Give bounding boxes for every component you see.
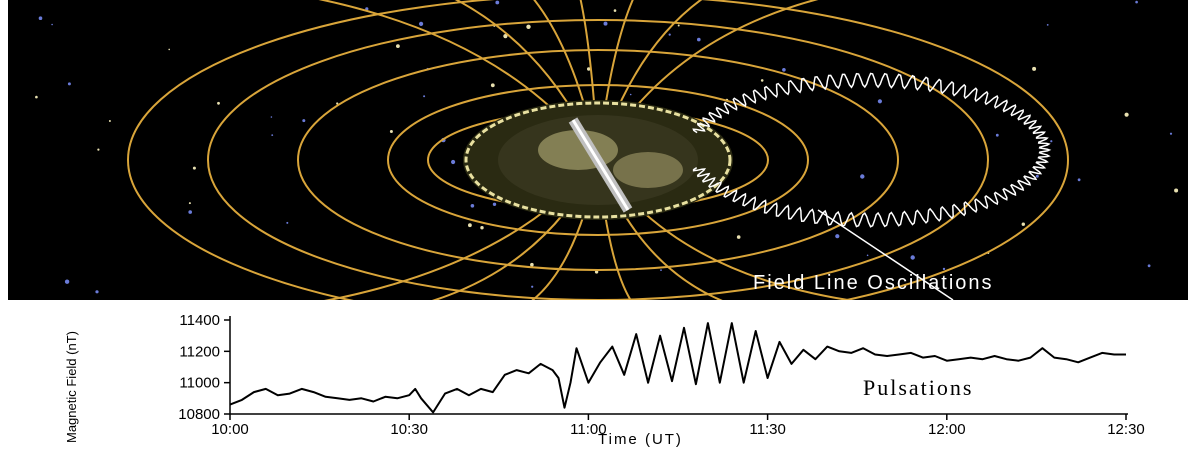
x-tick-label: 10:00: [211, 421, 249, 438]
star: [35, 95, 38, 99]
star: [1124, 112, 1129, 117]
annotation-leader-line: [817, 209, 954, 300]
star: [419, 21, 424, 26]
oscillating-field-line: [692, 72, 1052, 228]
star: [942, 267, 946, 271]
x-tick-label: 11:30: [749, 421, 785, 438]
x-tick-label: 12:30: [1107, 421, 1145, 438]
star: [468, 223, 472, 228]
chart-ticks: 10800 11000 11200 11400 10:00 10:30 11:00 11:30…: [178, 312, 1144, 438]
y-tick-label: 10800: [178, 406, 220, 423]
field-line-loop: [127, 0, 1069, 300]
star: [1169, 132, 1173, 135]
y-tick-label: 11000: [179, 375, 220, 392]
star: [1046, 24, 1049, 26]
star: [866, 254, 869, 257]
star: [1021, 222, 1025, 226]
star: [736, 235, 741, 239]
star: [782, 68, 786, 72]
star: [95, 290, 99, 294]
dipole-magnet-bar: [568, 117, 633, 213]
star: [613, 9, 617, 12]
star: [526, 24, 531, 29]
star: [38, 16, 43, 21]
star: [217, 101, 220, 105]
star: [188, 202, 191, 205]
star: [995, 133, 999, 137]
star: [697, 37, 701, 42]
magnetosphere-illustration: Field Line Oscillations: [8, 0, 1188, 300]
oscillation-wave: [692, 72, 1052, 228]
star: [668, 33, 671, 36]
star: [302, 119, 306, 123]
star: [270, 116, 273, 118]
y-tick-label: 11200: [179, 343, 220, 360]
x-tick-label: 11:00: [570, 421, 606, 438]
star: [192, 166, 196, 170]
star: [495, 0, 500, 5]
star: [1032, 66, 1037, 71]
star: [1035, 174, 1039, 178]
star: [51, 23, 53, 26]
field-line-loop: [297, 49, 899, 271]
star: [97, 148, 100, 151]
x-tick-label: 12:00: [928, 421, 966, 438]
star: [1135, 0, 1138, 4]
star: [877, 99, 883, 104]
x-tick-label: 10:30: [390, 421, 428, 438]
field-line-oscillations-label: Field Line Oscillations: [753, 272, 994, 294]
star: [660, 269, 662, 271]
pulsations-label: Pulsations: [863, 375, 974, 400]
star: [531, 285, 534, 288]
star: [168, 48, 170, 51]
star: [1077, 178, 1081, 182]
y-tick-label: 11400: [179, 312, 220, 329]
star: [451, 159, 456, 165]
star: [188, 210, 192, 214]
chart-axes: [229, 316, 1128, 415]
star: [490, 83, 495, 88]
star: [480, 226, 484, 230]
star: [1174, 188, 1179, 193]
star: [67, 82, 71, 86]
star: [629, 93, 632, 96]
chart-canvas: 10800 11000 11200 11400 10:00 10:30 11:00 11:30…: [178, 312, 1144, 438]
y-axis-title: Magnetic Field (nT): [64, 331, 79, 443]
star: [503, 34, 508, 39]
star: [1147, 264, 1151, 268]
star: [530, 262, 534, 267]
star: [760, 79, 764, 82]
star: [64, 279, 70, 284]
star: [108, 120, 111, 122]
star: [677, 24, 680, 27]
star: [271, 134, 274, 137]
star: [835, 234, 840, 239]
field-line-loop: [387, 84, 809, 236]
star: [389, 130, 393, 133]
star: [587, 67, 591, 71]
star: [594, 270, 599, 274]
chart-series: [229, 322, 1126, 414]
magnetic-field-chart: 10800 11000 11200 11400 10:00 10:30 11:00 11:30…: [8, 300, 1188, 450]
star: [910, 255, 915, 260]
star: [423, 95, 426, 98]
star: [492, 202, 497, 206]
star: [396, 44, 400, 48]
star: [336, 102, 339, 105]
star: [470, 204, 475, 208]
field-line-loop: [207, 19, 989, 300]
x-axis-title: Time (UT): [598, 431, 683, 448]
series-line-magnetic-field: [229, 322, 1126, 414]
star: [603, 21, 608, 26]
magnetosphere-graphic: [35, 0, 1179, 300]
star: [286, 221, 289, 224]
star: [1050, 140, 1053, 143]
star: [860, 174, 865, 179]
